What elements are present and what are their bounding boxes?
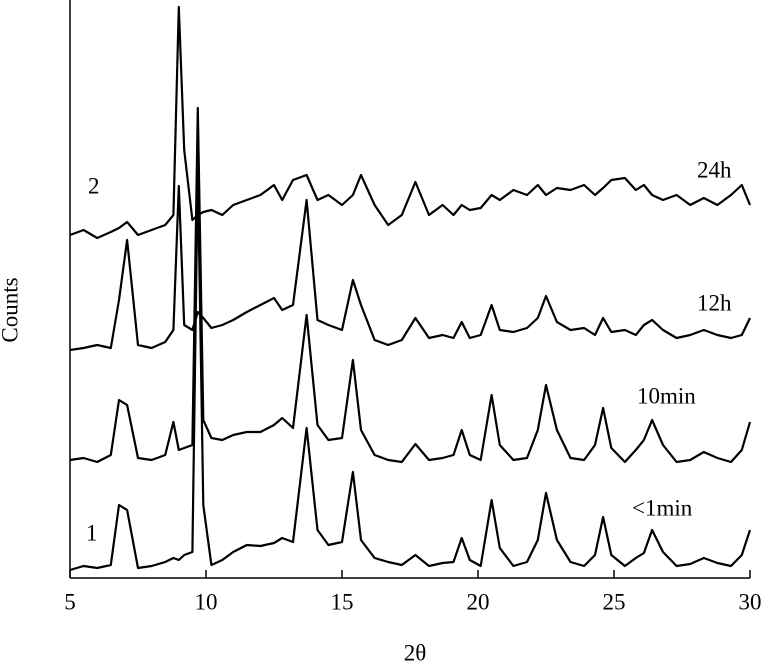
trace bbox=[69, 106, 752, 464]
x-axis-label: 2θ bbox=[404, 640, 427, 665]
x-tick-label: 10 bbox=[195, 589, 218, 614]
series-label: 10min bbox=[637, 383, 696, 408]
series-label: 12h bbox=[697, 290, 732, 315]
x-tick-label: 20 bbox=[467, 589, 490, 614]
series-label: 24h bbox=[697, 157, 732, 182]
x-tick-label: 30 bbox=[739, 589, 762, 614]
x-tick-label: 15 bbox=[331, 589, 354, 614]
trace bbox=[69, 184, 751, 352]
trace bbox=[69, 5, 752, 240]
x-tick-label: 5 bbox=[64, 589, 76, 614]
annotation: 2 bbox=[88, 173, 100, 198]
y-axis-label: Counts bbox=[0, 277, 22, 342]
trace bbox=[69, 168, 752, 572]
annotation: 1 bbox=[86, 520, 98, 545]
series-label: <1min bbox=[632, 495, 693, 520]
x-tick-label: 25 bbox=[603, 589, 626, 614]
